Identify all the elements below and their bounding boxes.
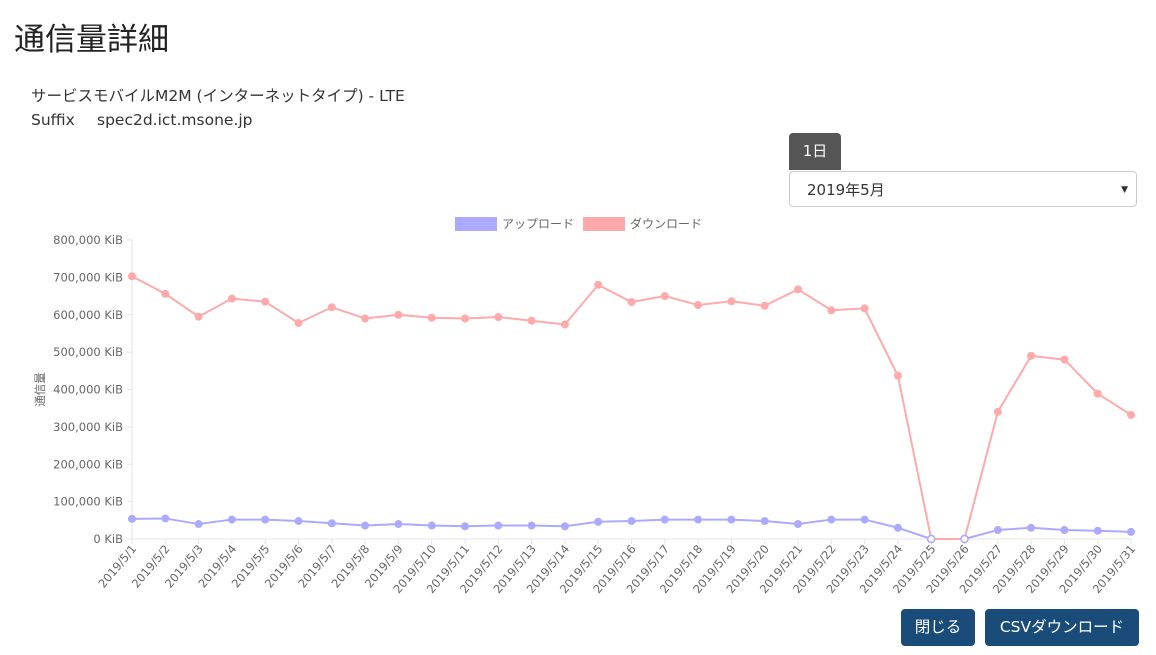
chevron-down-icon: ▼	[1121, 185, 1128, 195]
legend-label: アップロード	[502, 217, 574, 231]
data-point	[427, 521, 436, 530]
data-point	[294, 517, 303, 526]
data-point	[427, 313, 436, 322]
y-tick-label: 0 KiB	[93, 532, 123, 546]
data-point	[227, 294, 236, 303]
data-point	[727, 297, 736, 306]
data-point	[1093, 389, 1102, 398]
data-point	[827, 306, 836, 315]
data-point	[527, 316, 536, 325]
y-tick-label: 500,000 KiB	[53, 345, 123, 359]
y-axis-title: 通信量	[33, 372, 47, 407]
data-point	[960, 534, 969, 544]
data-point	[261, 297, 270, 306]
data-point	[294, 318, 303, 327]
chart-series	[128, 272, 1135, 544]
data-point	[594, 517, 603, 526]
legend-swatch	[583, 217, 625, 231]
data-point	[694, 301, 703, 310]
y-tick-label: 200,000 KiB	[53, 457, 123, 471]
data-point	[161, 514, 170, 523]
x-axis: 2019/5/12019/5/22019/5/32019/5/42019/5/5…	[95, 538, 1138, 596]
data-point	[394, 520, 403, 529]
data-point	[760, 517, 769, 526]
data-point	[261, 515, 270, 524]
series-download	[128, 272, 1135, 544]
data-point	[361, 314, 370, 323]
series-upload	[128, 514, 1135, 544]
month-select-value: 2019年5月	[807, 181, 885, 199]
chart-legend: アップロード ダウンロード	[455, 216, 702, 231]
data-point	[1127, 527, 1135, 536]
data-point	[128, 272, 136, 281]
close-button[interactable]: 閉じる	[901, 609, 975, 646]
data-point	[860, 515, 869, 524]
series-line	[131, 275, 1132, 540]
data-point	[760, 301, 769, 310]
y-tick-label: 100,000 KiB	[53, 495, 123, 509]
data-point	[128, 514, 136, 523]
data-point	[327, 519, 336, 528]
data-point	[461, 522, 469, 531]
month-select[interactable]: 2019年5月 ▼	[789, 171, 1137, 207]
tab-1day[interactable]: 1日	[789, 133, 841, 170]
y-tick-label: 700,000 KiB	[53, 270, 123, 284]
data-point	[494, 521, 503, 530]
page-title: 通信量詳細	[14, 22, 169, 58]
legend-swatch	[455, 217, 497, 231]
data-point	[660, 292, 669, 301]
data-point	[1027, 523, 1036, 532]
data-point	[1060, 355, 1069, 364]
data-point	[1127, 410, 1135, 419]
suffix-row: Suffix spec2d.ict.msone.jp	[31, 111, 253, 129]
data-point	[1093, 526, 1102, 535]
data-point	[827, 515, 836, 524]
data-point	[694, 515, 703, 524]
data-point	[361, 521, 370, 530]
data-point	[594, 280, 603, 289]
data-point	[993, 407, 1002, 416]
data-point	[494, 312, 503, 321]
legend-label: ダウンロード	[630, 216, 702, 231]
data-point	[893, 523, 902, 532]
data-point	[993, 526, 1002, 535]
suffix-value: spec2d.ict.msone.jp	[97, 111, 253, 129]
data-point	[727, 515, 736, 524]
data-point	[794, 285, 802, 294]
data-point	[194, 520, 203, 529]
csv-download-button[interactable]: CSVダウンロード	[985, 609, 1139, 646]
data-point	[461, 314, 469, 323]
service-name: サービスモバイルM2M (インターネットタイプ) - LTE	[31, 87, 405, 105]
data-point	[560, 320, 569, 329]
y-tick-label: 300,000 KiB	[53, 420, 123, 434]
y-axis: 0 KiB 100,000 KiB 200,000 KiB 300,000 KiB 40…	[33, 233, 133, 546]
data-point	[227, 515, 236, 524]
data-point	[1027, 351, 1036, 360]
y-tick-label: 400,000 KiB	[53, 383, 123, 397]
data-point	[394, 310, 403, 319]
data-point	[527, 521, 536, 530]
data-point	[327, 303, 336, 312]
data-point	[1060, 526, 1069, 535]
traffic-chart: アップロード ダウンロード 0 KiB 100,000 KiB 200,000 KiB…	[33, 216, 1138, 596]
y-tick-label: 600,000 KiB	[53, 308, 123, 322]
data-point	[926, 534, 936, 544]
data-point	[660, 515, 669, 524]
suffix-label: Suffix	[31, 111, 75, 129]
data-point	[627, 298, 636, 307]
data-point	[161, 289, 170, 298]
data-point	[860, 304, 869, 313]
data-point	[794, 520, 802, 529]
data-point	[893, 371, 902, 380]
data-point	[627, 517, 636, 526]
data-point	[194, 312, 203, 321]
data-point	[560, 522, 569, 531]
y-tick-label: 800,000 KiB	[53, 233, 123, 247]
